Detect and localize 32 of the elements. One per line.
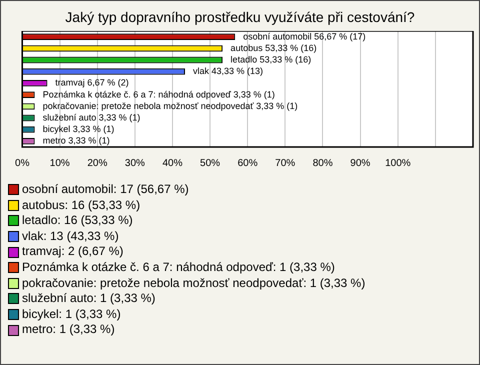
data-label: osobní automobil 56,67 % (17) (243, 31, 366, 42)
x-tick-label: 10% (50, 158, 70, 169)
data-label: letadlo 53,33 % (16) (230, 54, 312, 64)
x-tick-label: 0% (15, 158, 30, 169)
x-tick-label: 60% (238, 158, 258, 169)
x-tick-label: 20% (87, 158, 108, 169)
data-label: pokračovanie: pretože nebola možnosť neodpovedať 3,33 % (1) (42, 100, 298, 111)
legend-label: vlak: 13 (43,33 %) (22, 228, 119, 244)
data-label: metro 3,33 % (1) (42, 136, 110, 146)
legend-label: tramvaj: 2 (6,67 %) (22, 244, 124, 260)
x-tick-label: 40% (162, 158, 183, 169)
x-tick-label: 70% (275, 158, 296, 169)
x-tick-label: 80% (312, 158, 333, 169)
x-tick-label: 50% (200, 158, 220, 169)
legend-label: letadlo: 16 (53,33 %) (22, 213, 133, 229)
data-label: vlak 43,33 % (13) (192, 66, 264, 76)
chart-title: Jaký typ dopravního prostředku využíváte při cestování? (64, 9, 416, 25)
legend-label: Poznámka k otázke č. 6 a 7: náhodná odpoveď: 1 (3,33 %) (22, 260, 335, 276)
legend-label: služební auto: 1 (3,33 %) (22, 291, 156, 307)
x-tick-label: 90% (350, 158, 370, 169)
data-label: tramvaj 6,67 % (2) (55, 78, 129, 88)
x-tick-label: 100% (385, 158, 411, 169)
legend-label: metro: 1 (3,33 %) (22, 322, 115, 338)
legend-label: osobní automobil: 17 (56,67 %) (22, 182, 189, 198)
x-tick-label: 30% (124, 158, 146, 169)
legend-label: autobus: 16 (53,33 %) (22, 198, 140, 214)
data-label: autobus 53,33 % (16) (230, 42, 317, 53)
legend-label: bicykel: 1 (3,33 %) (22, 306, 121, 322)
data-label: služební auto 3,33 % (1) (42, 112, 140, 122)
data-label: bicykel 3,33 % (1) (42, 124, 114, 134)
data-label: Poznámka k otázke č. 6 a 7: náhodná odpoveď 3,33 % (1) (42, 89, 275, 100)
legend-label: pokračovanie: pretože nebola možnosť neodpovedať: 1 (3,33 %) (22, 276, 366, 292)
